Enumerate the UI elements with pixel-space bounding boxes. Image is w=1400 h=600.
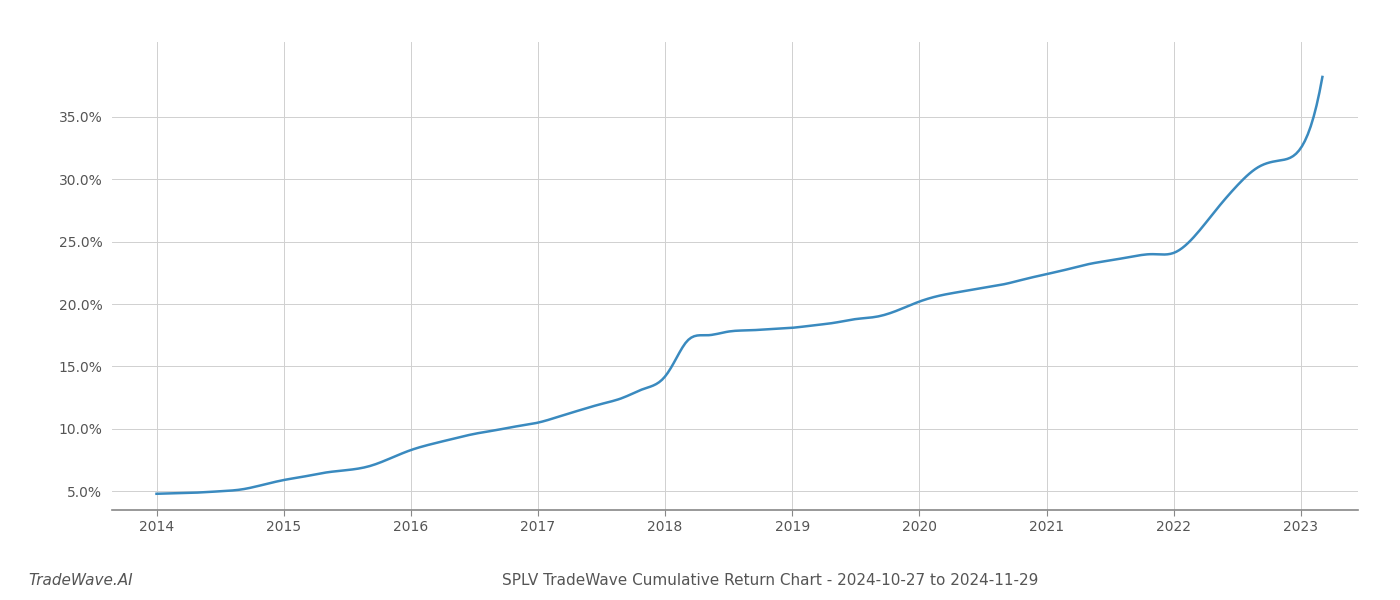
Text: SPLV TradeWave Cumulative Return Chart - 2024-10-27 to 2024-11-29: SPLV TradeWave Cumulative Return Chart -… — [501, 573, 1039, 588]
Text: TradeWave.AI: TradeWave.AI — [28, 573, 133, 588]
